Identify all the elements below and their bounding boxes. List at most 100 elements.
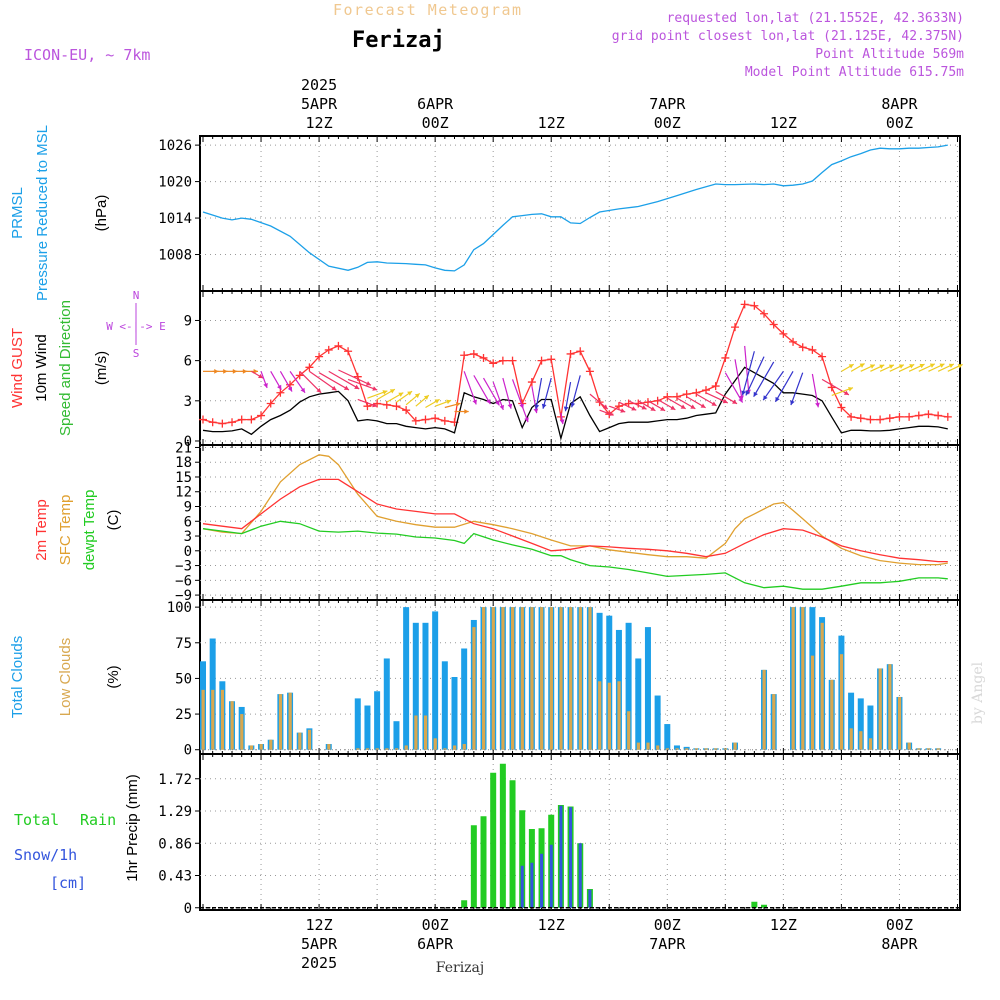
gust-marker — [914, 411, 923, 420]
wind-arrow-head — [939, 363, 945, 368]
wind-arrow-head — [559, 419, 565, 425]
gust-marker — [537, 356, 546, 365]
wind-arrow — [790, 372, 804, 406]
wind-arrow-head — [660, 406, 666, 411]
y-tick-label: −3 — [175, 559, 192, 575]
gust-marker — [469, 349, 478, 358]
low-cloud-bar — [356, 748, 360, 750]
y-tick-label: 15 — [175, 470, 192, 486]
top-time-label: 00Z — [422, 114, 449, 132]
y-tick-label: 6 — [184, 354, 192, 370]
low-cloud-bar — [462, 744, 466, 750]
gust-marker — [382, 400, 391, 409]
gust-marker — [682, 390, 691, 399]
total-cloud-bar — [451, 677, 458, 750]
top-time-label: 00Z — [886, 114, 913, 132]
gust-marker — [885, 414, 894, 423]
wind-arrow-head — [486, 399, 491, 405]
y-tick-label: 1.29 — [158, 804, 192, 820]
low-cloud-bar — [656, 745, 660, 750]
gust-marker — [808, 345, 817, 354]
gust-marker — [818, 352, 827, 361]
dewpt-ylabel: dewpt Temp — [81, 490, 98, 571]
wind-arrow-head — [745, 390, 750, 396]
wind-arrow-head — [563, 406, 569, 412]
precip-snow-label: Snow/1h — [14, 846, 77, 864]
low-cloud-bar — [375, 748, 379, 750]
wind-arrow-head — [354, 384, 360, 389]
wind-arrow — [482, 377, 500, 406]
wind-arrow-head — [641, 405, 647, 410]
low-cloud-bar — [801, 607, 805, 750]
low-cloud-bar — [723, 748, 728, 750]
gust-marker — [779, 329, 788, 338]
low-cloud-bar — [482, 607, 486, 750]
wind-arrow-head — [700, 403, 706, 408]
wind-arrow-head — [711, 401, 717, 406]
wind-arrow-head — [541, 403, 547, 409]
info-line: Model Point Altitude 615.75m — [745, 65, 964, 80]
wind-arrow — [811, 373, 819, 408]
total-cloud-bar — [867, 705, 874, 750]
wind-arrow-head — [690, 404, 696, 409]
y-tick-label: 100 — [167, 600, 192, 616]
wind-arrow-head — [372, 402, 378, 408]
low-cloud-bar — [830, 679, 834, 750]
wind-arrow-head — [524, 417, 529, 423]
wind-arrow-head — [464, 409, 469, 414]
gust-marker — [324, 345, 333, 354]
wind-arrow-head — [753, 391, 758, 397]
low-cloud-bar — [327, 744, 331, 750]
low-cloud-bar — [404, 745, 408, 750]
low-cloud-bar — [849, 728, 853, 750]
wind-arrow-head — [570, 402, 576, 408]
low-cloud-bar — [820, 622, 824, 750]
wind-arrow-head — [331, 385, 337, 391]
wind-arrow-head — [790, 400, 795, 406]
gust-marker — [344, 347, 353, 356]
wind-arrow-head — [300, 387, 306, 393]
info-line: Point Altitude 569m — [815, 47, 964, 62]
bottom-time-label: 12Z — [770, 916, 797, 934]
low-cloud-bar — [365, 748, 370, 750]
low-cloud-bar — [878, 668, 882, 750]
gust-marker — [431, 414, 440, 423]
wind-arrow-head — [372, 386, 378, 391]
gust-marker — [257, 411, 266, 420]
gust-marker — [895, 412, 904, 421]
low-cloud-bar — [472, 627, 476, 750]
low-cloud-bar — [888, 664, 892, 750]
low-cloud-bar — [307, 729, 312, 750]
total-cloud-bar — [596, 612, 603, 750]
y-tick-label: 9 — [184, 313, 192, 329]
gust-marker — [392, 402, 401, 411]
gust-marker — [760, 309, 769, 318]
y-tick-label: 6 — [184, 514, 192, 530]
y-tick-label: 0 — [184, 901, 192, 917]
y-tick-label: 9 — [184, 500, 192, 516]
wind-arrow-head — [495, 400, 500, 406]
low-cloud-bar — [269, 739, 273, 750]
gust-marker — [576, 347, 585, 356]
gust-marker — [672, 392, 681, 401]
gust-marker — [614, 402, 623, 411]
wind-arrow-head — [848, 364, 854, 369]
y-tick-label: 25 — [175, 707, 192, 723]
low-cloud-bar — [907, 742, 911, 750]
y-tick-label: 1020 — [158, 175, 192, 191]
wind-arrow-head — [739, 395, 744, 401]
wind-arrow-head — [533, 408, 539, 414]
pressure-ylabel-2: Pressure Reduced to MSL — [34, 125, 51, 301]
rain-bar — [490, 772, 497, 908]
gust-marker — [498, 356, 507, 365]
gust-marker — [750, 301, 759, 310]
wind-arrow — [571, 375, 581, 408]
wind-arrow-head — [534, 404, 540, 410]
y-tick-label: 1.72 — [158, 772, 192, 788]
total-cloud-bar — [383, 658, 390, 750]
total-cloud-bar — [635, 658, 642, 750]
gust-marker — [847, 412, 856, 421]
total-cloud-bar — [374, 691, 381, 750]
bottom-time-label: 8APR — [881, 935, 918, 953]
